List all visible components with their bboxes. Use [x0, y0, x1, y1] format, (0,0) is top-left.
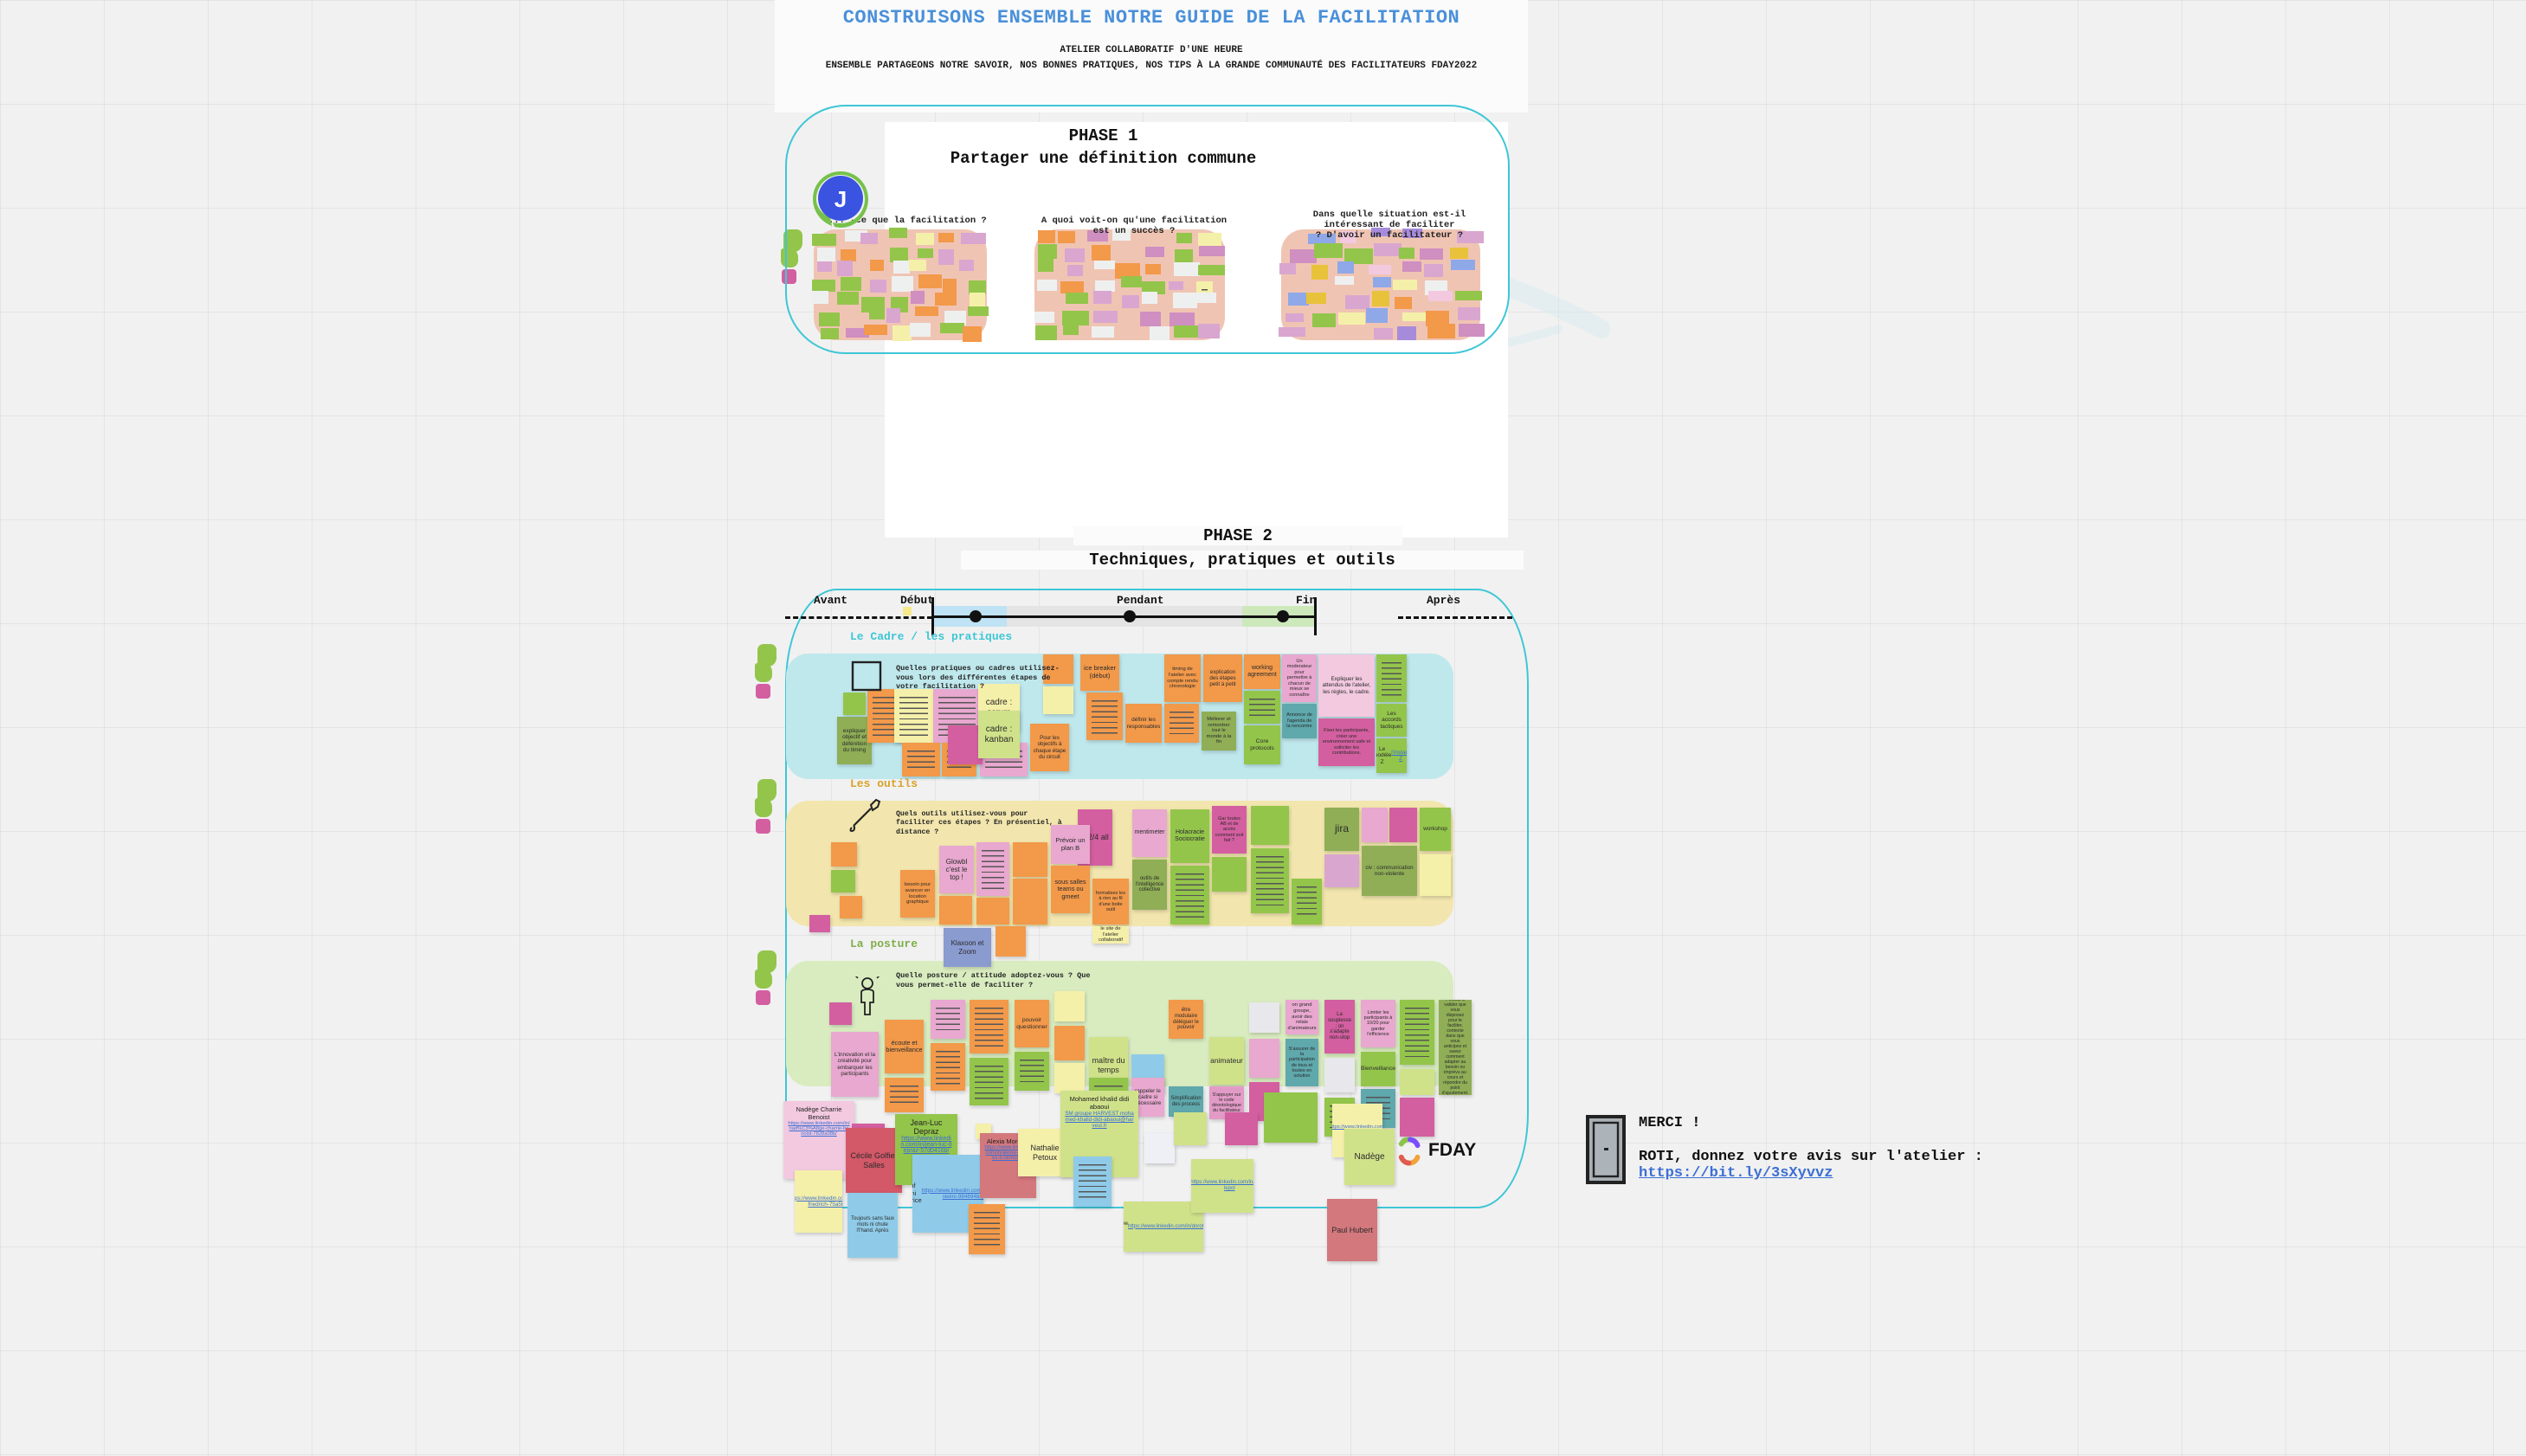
svg-text:J: J [834, 186, 847, 212]
